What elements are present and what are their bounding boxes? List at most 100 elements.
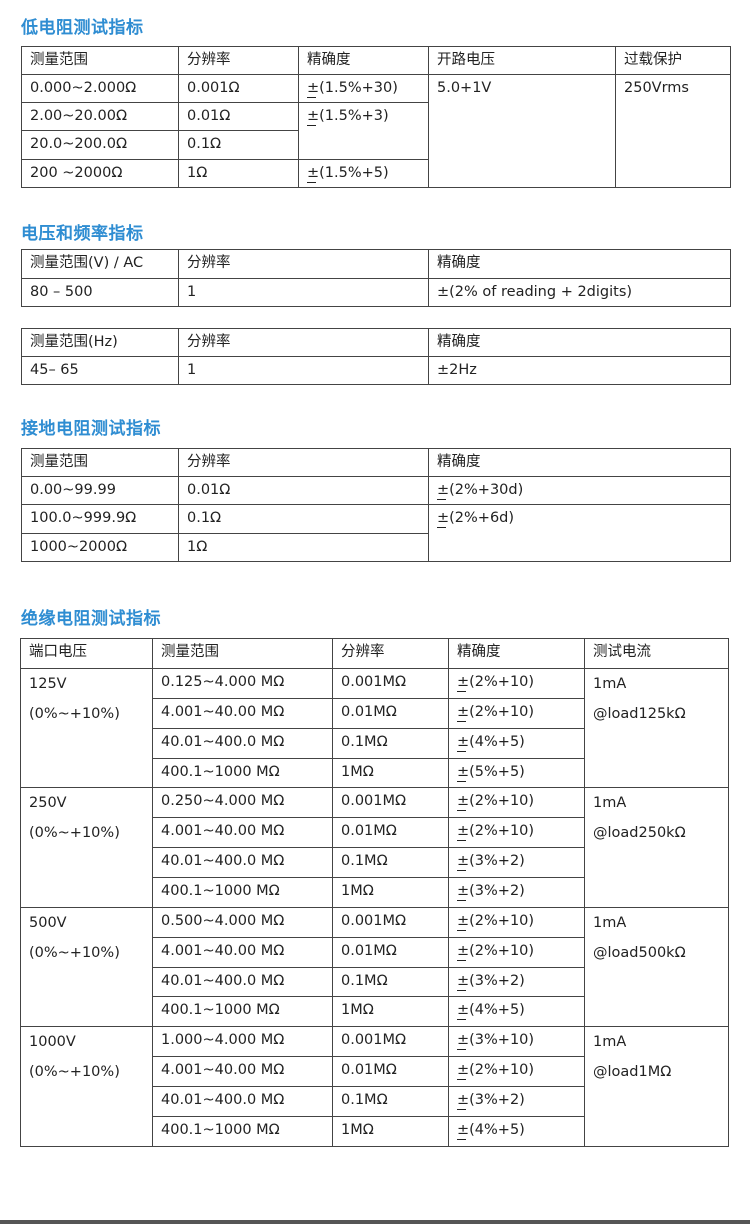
column-header: 精确度 [428,249,731,279]
table-cell: 0.125~4.000 MΩ [152,668,333,699]
table-cell: ±2Hz [428,356,731,385]
table-cell: 0.01MΩ [332,697,449,729]
table-row: 4.001~40.00 MΩ 0.01MΩ ±(2%+10) [21,697,729,729]
table-row: 200 ~2000Ω 1Ω ±(1.5%+5) [21,158,731,188]
table-cell: ±(5%+5) [448,757,585,789]
table-cell: 1mA @load1MΩ [584,1026,729,1147]
table-row: 125V (0%~+10%) 0.125~4.000 MΩ 0.001MΩ ±(2%+… [20,667,729,789]
table-cell: ±(2%+10) [448,787,585,819]
table-cell: 0.1MΩ [332,847,449,879]
table-row: 100.0~999.9Ω 0.1Ω ±(2%+6d) [21,504,731,562]
table-cell: 125V (0%~+10%) [20,667,153,789]
table-cell: ±(3%+2) [448,877,585,908]
table-row: 45– 65 1 ±2Hz [21,356,731,385]
table-cell: 5.0+1V [428,74,616,188]
table-cell: ±(2%+30d) [428,475,731,506]
table-cell: 0.1Ω [178,504,429,534]
table-cell: 4.001~40.00 MΩ [152,936,333,968]
table-cell: 40.01~400.0 MΩ [152,727,333,759]
table-cell: ±(1.5%+30) [298,73,429,104]
table-cell: ±(2%+10) [448,668,585,699]
table-cell: 0.01MΩ [332,817,449,849]
column-header: 分辨率 [178,448,429,477]
column-header: 分辨率 [178,46,299,75]
table-cell: 40.01~400.0 MΩ [152,966,333,998]
table-cell: 4.001~40.00 MΩ [152,817,333,849]
spec-table: 端口电压 测量范围 分辨率 精确度 测试电流 125V (0%~+10%) 0.125~4.… [20,638,729,1147]
column-header: 测量范围 [21,448,179,477]
table-row: 400.1~1000 MΩ 1MΩ ±(5%+5) [21,757,729,789]
table-cell: 40.01~400.0 MΩ [152,847,333,879]
column-header: 精确度 [298,46,429,75]
table-cell: 0.001MΩ [332,1026,449,1058]
table-cell: 0.001MΩ [332,668,449,699]
column-header: 开路电压 [428,46,616,75]
bottom-divider [0,1220,750,1224]
table-cell: 0.000~2.000Ω [21,73,179,104]
spec-table: 测量范围(V) / AC 分辨率 精确度 80 – 500 1 ±(2% of readi… [21,249,731,307]
column-header: 精确度 [428,448,731,477]
table-row: 4.001~40.00 MΩ 0.01MΩ ±(2%+10) [21,817,729,849]
table-cell: 0.01Ω [178,102,299,132]
column-header: 测试电流 [584,638,729,669]
table-cell: ±(2% of reading + 2digits) [428,278,731,307]
table-header-row: 测量范围(V) / AC 分辨率 精确度 [21,249,731,279]
table-cell: 1mA @load125kΩ [584,667,729,789]
spec-table: 测量范围 分辨率 精确度 0.00~99.99 0.01Ω ±(2%+30d) 100.0~… [21,448,731,562]
table-cell: 0.1Ω [178,130,299,160]
table-row: 2.00~20.00Ω 0.01Ω ±(1.5%+3) [21,102,731,160]
table-cell: ±(4%+5) [448,1115,585,1147]
table-cell: 2.00~20.00Ω [21,102,179,132]
table-cell: 0.001MΩ [332,787,449,819]
table-cell: ±(3%+2) [448,1086,585,1117]
table-cell: ±(2%+10) [448,817,585,849]
column-header: 分辨率 [178,328,429,357]
table-cell: 0.500~4.000 MΩ [152,906,333,938]
table-header-row: 测量范围(Hz) 分辨率 精确度 [21,328,731,357]
table-cell: ±(1.5%+3) [298,102,429,160]
table-cell: 500V (0%~+10%) [20,906,153,1028]
table-cell: 45– 65 [21,356,179,385]
table-cell: 80 – 500 [21,278,179,307]
table-cell: ±(1.5%+5) [298,158,429,188]
table-cell: 1mA @load250kΩ [584,787,729,908]
table-cell: 250V (0%~+10%) [20,787,153,908]
table-cell: 1000V (0%~+10%) [20,1026,153,1147]
table-cell: 1.000~4.000 MΩ [152,1026,333,1058]
table-row: 250V (0%~+10%) 0.250~4.000 MΩ 0.001MΩ ±(2%+… [20,787,729,908]
column-header: 精确度 [448,638,585,669]
table-cell: ±(2%+10) [448,1056,585,1088]
table-cell: 20.0~200.0Ω [21,130,179,160]
table-cell: 1 [178,356,429,385]
table-cell: 0.250~4.000 MΩ [152,787,333,819]
table-cell: 1Ω [178,532,429,562]
section-title-ground-resistance: 接地电阻测试指标 [21,419,161,439]
table-cell: ±(3%+2) [448,966,585,998]
column-header: 测量范围(V) / AC [21,249,179,279]
section-title-low-resistance: 低电阻测试指标 [21,18,144,38]
table-cell: 1MΩ [332,1115,449,1147]
table-cell: 4.001~40.00 MΩ [152,1056,333,1088]
table-row: 400.1~1000 MΩ 1MΩ ±(3%+2) [21,877,729,908]
table-row: 4.001~40.00 MΩ 0.01MΩ ±(2%+10) [21,936,729,968]
table-row: 1000V (0%~+10%) 1.000~4.000 MΩ 0.001MΩ ±(3%… [20,1026,729,1147]
table-cell: ±(3%+2) [448,847,585,879]
table-cell: 1MΩ [332,996,449,1028]
table-cell: 1000~2000Ω [21,532,179,562]
table-cell: 250Vrms [615,74,731,188]
table-cell: ±(4%+5) [448,727,585,759]
table-row: 500V (0%~+10%) 0.500~4.000 MΩ 0.001MΩ ±(2%+… [20,906,729,1028]
table-cell: ±(2%+10) [448,936,585,968]
table-cell: 0.01MΩ [332,1056,449,1088]
table-row: 4.001~40.00 MΩ 0.01MΩ ±(2%+10) [21,1056,729,1088]
column-header: 端口电压 [20,638,153,669]
table-cell: 1 [178,278,429,307]
table-header-row: 测量范围 分辨率 精确度 开路电压 过载保护 [21,46,731,75]
table-cell: 1MΩ [332,877,449,908]
table-cell: 400.1~1000 MΩ [152,877,333,908]
table-cell: 0.001MΩ [332,906,449,938]
column-header: 测量范围(Hz) [21,328,179,357]
table-cell: ±(4%+5) [448,996,585,1028]
table-header-row: 端口电压 测量范围 分辨率 精确度 测试电流 [20,638,729,669]
table-row: 0.000~2.000Ω 0.001Ω ±(1.5%+30) 5.0+1V 250Vrm… [21,73,731,188]
